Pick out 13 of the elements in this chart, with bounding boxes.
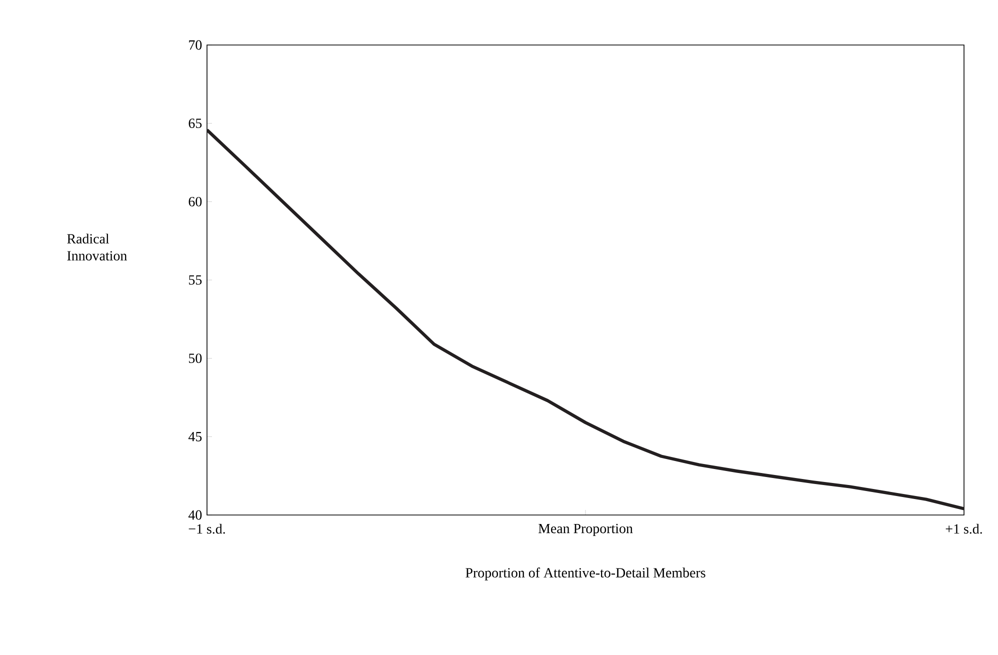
- line-series: [207, 128, 964, 510]
- y-tick-label: 65: [188, 118, 202, 128]
- x-tick-label: Mean Proportion: [538, 524, 633, 536]
- y-tick-label: 45: [188, 432, 202, 442]
- y-tick-label: 50: [189, 354, 202, 364]
- x-tick-label: +1 s.d.: [946, 524, 982, 534]
- y-tick-label: 40: [188, 510, 202, 520]
- y-tick-label: 60: [188, 196, 202, 206]
- x-axis-title: Proportion of Attentive-to-Detail Members: [466, 568, 706, 580]
- y-axis-title: Radical Innovation: [67, 234, 127, 260]
- y-tick-label: 55: [189, 275, 202, 285]
- x-tick-label: −1 s.d.: [188, 524, 225, 534]
- y-tick-label: 70: [189, 40, 202, 50]
